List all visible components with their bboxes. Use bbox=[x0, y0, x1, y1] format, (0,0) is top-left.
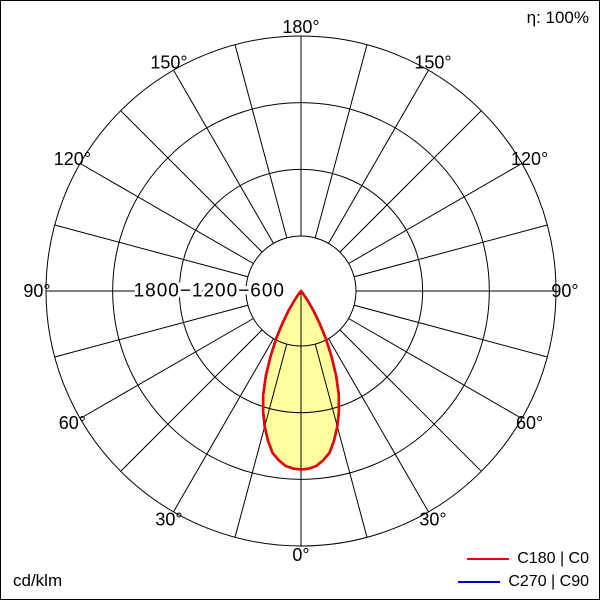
grid-spoke bbox=[79, 318, 254, 419]
angle-label: 30° bbox=[419, 510, 446, 530]
grid-spoke bbox=[173, 69, 274, 244]
grid-spoke bbox=[314, 343, 368, 538]
angle-label: 90° bbox=[551, 281, 578, 301]
angle-label: 30° bbox=[155, 510, 182, 530]
grid-spoke bbox=[348, 163, 523, 264]
grid-spoke bbox=[339, 110, 482, 253]
grid-spoke bbox=[234, 343, 288, 538]
legend-item-c0: C180 | C0 bbox=[458, 547, 589, 570]
grid-spoke bbox=[120, 329, 263, 472]
angle-label: 120° bbox=[54, 149, 91, 169]
legend-label-c0: C180 | C0 bbox=[517, 549, 589, 567]
grid-spoke bbox=[79, 163, 254, 264]
grid-spoke bbox=[54, 224, 249, 278]
angle-label: 60° bbox=[59, 413, 86, 433]
intensity-curve bbox=[261, 289, 341, 471]
grid-spoke bbox=[348, 318, 523, 419]
angle-label: 180° bbox=[282, 17, 319, 37]
grid-spoke bbox=[328, 69, 429, 244]
grid-spoke bbox=[328, 338, 429, 513]
grid-spoke bbox=[120, 110, 263, 253]
angle-label: 150° bbox=[414, 52, 451, 72]
grid-spoke bbox=[54, 304, 249, 358]
legend-label-c90: C270 | C90 bbox=[508, 572, 589, 590]
unit-label: cd/klm bbox=[13, 571, 63, 590]
legend-item-c90: C270 | C90 bbox=[458, 570, 589, 593]
grid-spoke bbox=[234, 44, 288, 239]
grid-spoke bbox=[173, 338, 274, 513]
angle-label: 60° bbox=[516, 413, 543, 433]
radial-scale-label: 1800−1200−600 bbox=[134, 281, 285, 302]
legend: C180 | C0 C270 | C90 bbox=[458, 547, 589, 593]
angle-label: 150° bbox=[150, 52, 187, 72]
grid-spoke bbox=[339, 329, 482, 472]
grid-spoke bbox=[353, 224, 548, 278]
legend-line-red-icon bbox=[467, 557, 510, 560]
legend-line-blue-icon bbox=[458, 580, 501, 583]
grid-spoke bbox=[314, 44, 368, 239]
angle-label: 0° bbox=[292, 545, 309, 565]
efficiency-label: η: 100% bbox=[526, 8, 589, 27]
grid-spoke bbox=[353, 304, 548, 358]
angle-label: 120° bbox=[511, 149, 548, 169]
angle-label: 90° bbox=[23, 281, 50, 301]
